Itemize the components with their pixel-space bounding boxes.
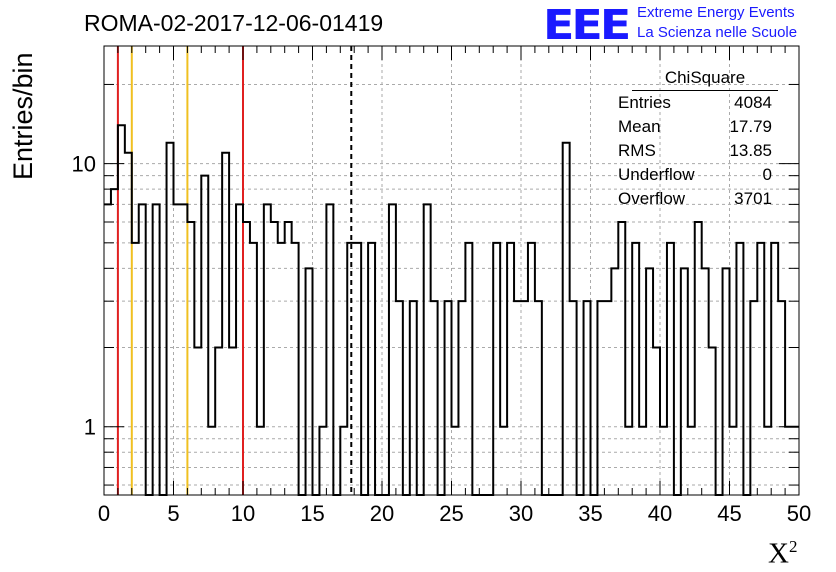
x-tick-label: 40 (648, 501, 672, 526)
y-tick-label: 1 (84, 415, 96, 440)
stats-label: Overflow (618, 189, 686, 208)
x-axis-label-sup: 2 (788, 537, 798, 556)
stats-title: ChiSquare (632, 66, 778, 91)
logo-line-2: La Scienza nelle Scuole (637, 24, 798, 41)
x-tick-label: 25 (439, 501, 463, 526)
logo-line-1: Extreme Energy Events (637, 4, 795, 21)
stats-value: 4084 (734, 93, 772, 112)
stats-label: RMS (618, 141, 656, 160)
x-axis-label: X2 (768, 537, 797, 571)
stats-value: 13.85 (729, 141, 772, 160)
x-tick-label: 45 (717, 501, 741, 526)
stats-value: 3701 (734, 189, 772, 208)
x-tick-label: 15 (300, 501, 324, 526)
stats-row-rms: RMS 13.85 (612, 139, 778, 163)
stats-label: Mean (618, 117, 661, 136)
stats-row-entries: Entries 4084 (612, 91, 778, 115)
x-tick-label: 20 (370, 501, 394, 526)
x-tick-label: 5 (167, 501, 179, 526)
x-tick-label: 10 (231, 501, 255, 526)
x-axis-label-base: X (768, 537, 789, 570)
stats-row-overflow: Overflow 3701 (612, 187, 778, 211)
x-tick-label: 0 (98, 501, 110, 526)
stats-box: ChiSquare Entries 4084 Mean 17.79 RMS 13.85… (612, 66, 778, 211)
x-tick-label: 30 (509, 501, 533, 526)
stats-row-mean: Mean 17.79 (612, 115, 778, 139)
eee-logo: EEE (543, 0, 631, 49)
stats-label: Entries (618, 93, 671, 112)
stats-row-underflow: Underflow 0 (612, 163, 778, 187)
y-tick-label: 10 (72, 152, 96, 177)
stats-value: 17.79 (729, 117, 772, 136)
x-tick-label: 50 (787, 501, 811, 526)
y-axis-label: Entries/bin (8, 52, 38, 180)
stats-value: 0 (762, 165, 772, 184)
stats-label: Underflow (618, 165, 695, 184)
histogram-outline (104, 124, 799, 496)
x-tick-label: 35 (578, 501, 602, 526)
run-title: ROMA-02-2017-12-06-01419 (84, 10, 384, 36)
